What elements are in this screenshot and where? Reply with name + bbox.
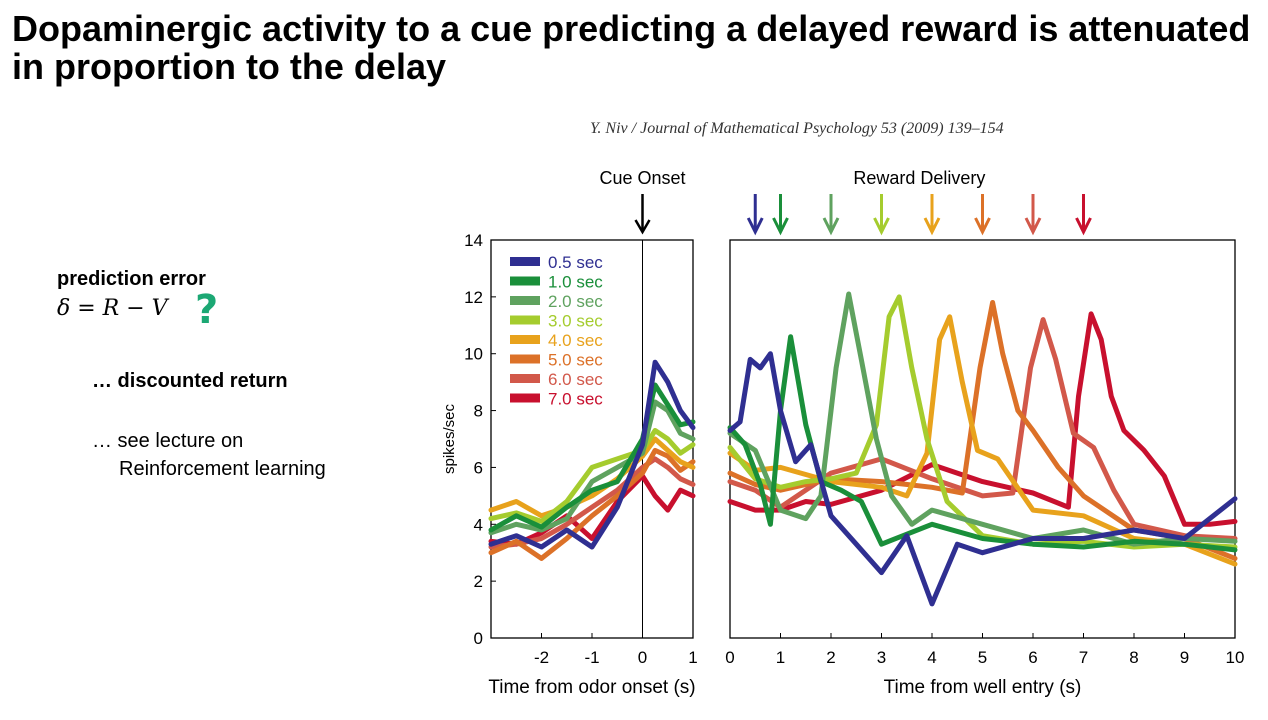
legend-label: 7.0 sec <box>548 390 603 409</box>
y-tick-label: 2 <box>474 572 483 591</box>
x-tick-label: 0 <box>638 648 647 667</box>
reward-arrow-head <box>822 217 840 236</box>
series-line-well-05 <box>727 351 1238 607</box>
y-axis-label: spikes/sec <box>441 403 458 474</box>
x-tick-label: 6 <box>1028 648 1037 667</box>
series-line-odor-50 <box>488 447 696 561</box>
reward-delivery-label: Reward Delivery <box>853 168 985 188</box>
prediction-error-equation: δ = R − V <box>57 296 168 321</box>
legend-label: 2.0 sec <box>548 292 603 311</box>
reward-arrow-head <box>1075 217 1092 236</box>
x-tick-label: 0 <box>725 648 734 667</box>
reward-arrow-head <box>873 217 890 236</box>
legend-label: 1.0 sec <box>548 273 603 292</box>
x-tick-label: 3 <box>877 648 886 667</box>
x-axis-label: Time from well entry (s) <box>884 677 1082 698</box>
y-tick-label: 12 <box>464 288 483 307</box>
slide-title: Dopaminergic activity to a cue predictin… <box>12 8 1251 87</box>
x-axis-label: Time from odor onset (s) <box>488 677 695 698</box>
x-tick-label: 8 <box>1129 648 1138 667</box>
legend-swatch <box>510 315 540 325</box>
series-line-odor-10 <box>488 382 696 533</box>
series-line-well-70 <box>727 311 1238 527</box>
y-tick-label: 14 <box>464 231 483 250</box>
lecture-line-1: … see lecture on <box>92 430 244 452</box>
legend-swatch <box>510 296 540 305</box>
legend-swatch <box>510 393 540 403</box>
y-tick-label: 10 <box>464 345 483 364</box>
y-tick-label: 6 <box>474 458 483 477</box>
citation: Y. Niv / Journal of Mathematical Psychol… <box>590 120 1004 137</box>
series-line-odor-20 <box>488 399 696 536</box>
reward-arrow-head <box>746 217 764 236</box>
x-tick-label: 1 <box>776 648 785 667</box>
legend-label: 3.0 sec <box>548 312 603 331</box>
series-line-well-10 <box>727 334 1238 553</box>
x-tick-label: -2 <box>534 648 549 667</box>
prediction-error-label: prediction error <box>57 268 206 290</box>
reward-arrow-head <box>772 217 789 236</box>
series-line-odor-30 <box>488 428 696 524</box>
legend-swatch <box>510 257 540 266</box>
x-tick-label: 7 <box>1079 648 1088 667</box>
lecture-reference: … see lecture on Reinforcement learning <box>92 427 326 483</box>
series-line-well-40 <box>727 314 1238 567</box>
legend-swatch <box>510 374 540 383</box>
x-tick-label: 10 <box>1226 648 1245 667</box>
legend-label: 0.5 sec <box>548 253 603 272</box>
legend-label: 4.0 sec <box>548 331 603 350</box>
y-tick-label: 8 <box>474 402 483 421</box>
cue-onset-label: Cue Onset <box>599 168 685 188</box>
reward-arrow-head <box>1024 217 1042 236</box>
y-tick-label: 0 <box>474 629 483 648</box>
series-line-well-20 <box>727 291 1238 547</box>
x-tick-label: 5 <box>978 648 987 667</box>
lecture-line-2: Reinforcement learning <box>119 458 326 480</box>
reward-arrow-head <box>923 217 941 236</box>
legend-swatch <box>510 354 540 364</box>
question-mark-icon: ? <box>195 287 219 333</box>
series-line-odor-60 <box>488 456 696 550</box>
x-tick-label: 2 <box>826 648 835 667</box>
y-tick-label: 4 <box>474 515 483 534</box>
legend-label: 6.0 sec <box>548 370 603 389</box>
discounted-return-note: … discounted return <box>92 370 288 392</box>
series-line-odor-05 <box>488 359 696 550</box>
x-tick-label: -1 <box>584 648 599 667</box>
cue-onset-arrow-head <box>634 219 651 235</box>
legend-swatch <box>510 335 540 344</box>
x-tick-label: 4 <box>927 648 936 667</box>
series-line-well-30 <box>727 294 1238 550</box>
legend-label: 5.0 sec <box>548 351 603 370</box>
x-tick-label: 9 <box>1180 648 1189 667</box>
reward-arrow-head <box>974 217 991 236</box>
x-tick-label: 1 <box>688 648 697 667</box>
legend-swatch <box>510 276 540 286</box>
right-panel-frame <box>729 239 1236 639</box>
